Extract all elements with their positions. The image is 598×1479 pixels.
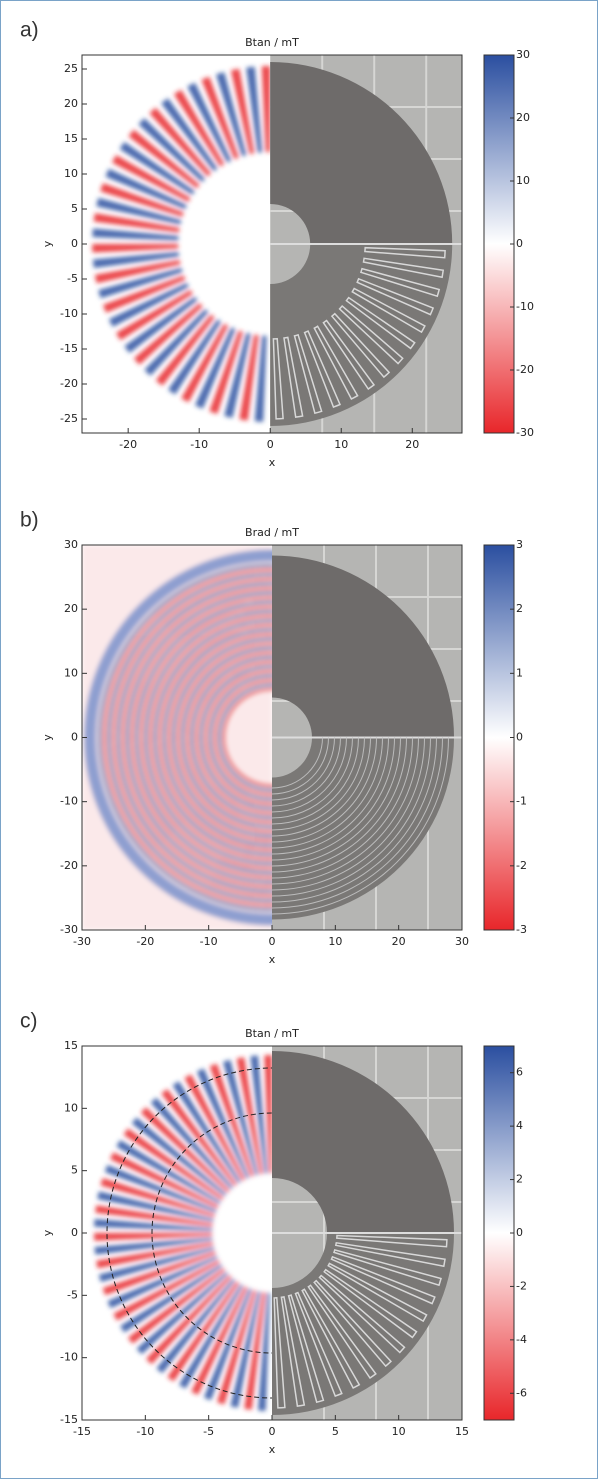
y-tick-label: 0 xyxy=(71,237,78,250)
x-tick-label: -10 xyxy=(190,438,208,451)
colorbar-tick-label: -2 xyxy=(516,859,527,872)
photo-divider xyxy=(270,243,462,245)
colorbar xyxy=(484,545,514,930)
y-tick-label: -15 xyxy=(60,342,78,355)
colorbar-tick-label: 20 xyxy=(516,111,530,124)
chart-title: Brad / mT xyxy=(245,526,299,539)
x-tick-label: -30 xyxy=(73,935,91,948)
y-tick-label: 5 xyxy=(71,202,78,215)
x-tick-label: -20 xyxy=(119,438,137,451)
colorbar-tick-label: 6 xyxy=(516,1066,523,1079)
colorbar-tick-label: -4 xyxy=(516,1333,527,1346)
y-tick-label: -30 xyxy=(60,923,78,936)
colorbar xyxy=(484,55,514,433)
y-tick-label: 5 xyxy=(71,1164,78,1177)
plot xyxy=(82,545,462,930)
y-tick-label: -10 xyxy=(60,795,78,808)
y-tick-label: -10 xyxy=(60,1351,78,1364)
x-axis-label: x xyxy=(269,1443,276,1456)
colorbar-tick-label: 2 xyxy=(516,1173,523,1186)
colorbar-tick-label: 10 xyxy=(516,174,530,187)
x-tick-label: -20 xyxy=(136,935,154,948)
colorbar-tick-label: 0 xyxy=(516,237,523,250)
x-tick-label: 10 xyxy=(328,935,342,948)
x-tick-label: 15 xyxy=(455,1425,469,1438)
x-tick-label: 20 xyxy=(392,935,406,948)
x-tick-label: -15 xyxy=(73,1425,91,1438)
y-tick-label: 15 xyxy=(64,132,78,145)
colorbar-tick-label: 0 xyxy=(516,1226,523,1239)
x-tick-label: -10 xyxy=(200,935,218,948)
y-tick-label: 10 xyxy=(64,167,78,180)
x-tick-label: 0 xyxy=(267,438,274,451)
x-tick-label: -5 xyxy=(203,1425,214,1438)
colorbar-tick-label: -20 xyxy=(516,363,534,376)
y-tick-label: 25 xyxy=(64,62,78,75)
panel-label: b) xyxy=(20,509,39,532)
y-tick-label: 20 xyxy=(64,602,78,615)
plot xyxy=(82,1046,462,1420)
y-axis-label: y xyxy=(41,240,54,247)
y-tick-label: 15 xyxy=(64,1039,78,1052)
x-tick-label: -10 xyxy=(136,1425,154,1438)
colorbar xyxy=(484,1046,514,1420)
y-axis-label: y xyxy=(41,1229,54,1236)
y-tick-label: -5 xyxy=(67,272,78,285)
x-tick-label: 5 xyxy=(332,1425,339,1438)
colorbar-tick-label: 30 xyxy=(516,48,530,61)
colorbar-tick-label: 2 xyxy=(516,602,523,615)
colorbar-tick-label: -30 xyxy=(516,426,534,439)
colorbar-tick-label: 0 xyxy=(516,731,523,744)
y-tick-label: 10 xyxy=(64,666,78,679)
y-tick-label: 10 xyxy=(64,1101,78,1114)
y-tick-label: 0 xyxy=(71,1226,78,1239)
y-axis-label: y xyxy=(41,734,54,741)
chart-title: Btan / mT xyxy=(245,1027,299,1040)
colorbar-tick-label: -6 xyxy=(516,1386,527,1399)
y-tick-label: -15 xyxy=(60,1413,78,1426)
y-tick-label: -20 xyxy=(60,859,78,872)
colorbar-tick-label: -2 xyxy=(516,1279,527,1292)
y-tick-label: -25 xyxy=(60,412,78,425)
x-tick-label: 10 xyxy=(334,438,348,451)
y-tick-label: -5 xyxy=(67,1288,78,1301)
x-axis-label: x xyxy=(269,953,276,966)
x-tick-label: 20 xyxy=(405,438,419,451)
y-tick-label: 20 xyxy=(64,97,78,110)
chart-title: Btan / mT xyxy=(245,36,299,49)
x-tick-label: 30 xyxy=(455,935,469,948)
plot xyxy=(82,55,462,433)
y-tick-label: 0 xyxy=(71,731,78,744)
y-tick-label: -10 xyxy=(60,307,78,320)
colorbar-tick-label: 1 xyxy=(516,666,523,679)
colorbar-tick-label: -10 xyxy=(516,300,534,313)
colorbar-tick-label: 3 xyxy=(516,538,523,551)
colorbar-tick-label: -3 xyxy=(516,923,527,936)
photo-divider xyxy=(272,1232,462,1234)
x-tick-label: 0 xyxy=(269,1425,276,1438)
y-tick-label: 30 xyxy=(64,538,78,551)
figure: a)Btan / mTxy-20-1001020-25-20-15-10-505… xyxy=(0,0,598,1479)
panel-label: a) xyxy=(20,19,39,42)
photo-divider xyxy=(272,737,462,739)
y-tick-label: -20 xyxy=(60,377,78,390)
x-tick-label: 0 xyxy=(269,935,276,948)
colorbar-tick-label: -1 xyxy=(516,795,527,808)
x-axis-label: x xyxy=(269,456,276,469)
x-tick-label: 10 xyxy=(392,1425,406,1438)
colorbar-tick-label: 4 xyxy=(516,1119,523,1132)
panel-label: c) xyxy=(20,1010,38,1033)
